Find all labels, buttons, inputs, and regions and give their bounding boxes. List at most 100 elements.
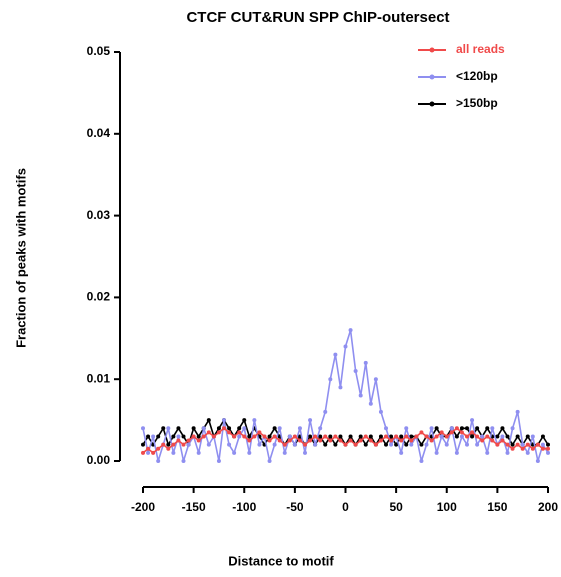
point bbox=[540, 446, 545, 451]
point bbox=[176, 438, 181, 443]
point bbox=[272, 442, 277, 447]
point bbox=[449, 426, 454, 431]
point bbox=[399, 434, 404, 439]
point bbox=[166, 446, 171, 451]
point bbox=[459, 426, 464, 431]
point bbox=[535, 459, 540, 463]
point bbox=[530, 446, 535, 451]
point bbox=[222, 426, 226, 431]
point bbox=[470, 430, 475, 435]
point bbox=[378, 438, 383, 443]
point bbox=[272, 434, 277, 439]
point bbox=[465, 434, 469, 439]
point bbox=[161, 442, 166, 447]
y-axis-title: Fraction of peaks with motifs bbox=[13, 168, 28, 348]
x-tick-label: 100 bbox=[437, 500, 457, 514]
point bbox=[201, 434, 206, 439]
point bbox=[161, 426, 166, 431]
point bbox=[525, 442, 530, 447]
point bbox=[465, 442, 469, 447]
point bbox=[475, 434, 480, 439]
point bbox=[166, 442, 171, 447]
point bbox=[216, 459, 221, 463]
point bbox=[227, 430, 232, 435]
point bbox=[318, 434, 323, 439]
point bbox=[156, 434, 161, 439]
point bbox=[515, 442, 520, 447]
point bbox=[308, 438, 313, 443]
point bbox=[318, 426, 323, 431]
point bbox=[247, 438, 252, 443]
point bbox=[196, 450, 201, 455]
chart-title: CTCF CUT&RUN SPP ChIP-outersect bbox=[186, 9, 449, 26]
point bbox=[495, 434, 500, 439]
legend-label: >150bp bbox=[456, 96, 498, 110]
point bbox=[520, 442, 525, 447]
point bbox=[338, 434, 343, 439]
point bbox=[470, 434, 475, 439]
point bbox=[348, 438, 353, 443]
point bbox=[242, 426, 247, 431]
point bbox=[490, 426, 495, 431]
point bbox=[409, 438, 414, 443]
point bbox=[343, 442, 348, 447]
point bbox=[292, 442, 297, 447]
point bbox=[368, 434, 373, 439]
point bbox=[308, 434, 313, 439]
y-tick-label: 0.01 bbox=[87, 371, 111, 385]
point bbox=[424, 442, 429, 447]
point bbox=[171, 434, 176, 439]
point bbox=[429, 438, 434, 443]
point bbox=[176, 426, 181, 431]
point bbox=[434, 426, 439, 431]
x-tick-label: -200 bbox=[131, 500, 155, 514]
point bbox=[348, 328, 353, 333]
point bbox=[358, 438, 363, 443]
point bbox=[373, 442, 378, 447]
point bbox=[141, 442, 145, 447]
point bbox=[186, 438, 191, 443]
legend-marker bbox=[429, 47, 435, 53]
point bbox=[176, 434, 181, 439]
point bbox=[444, 434, 449, 439]
x-axis-title: Distance to motif bbox=[228, 553, 334, 568]
point bbox=[146, 434, 151, 439]
point bbox=[404, 442, 409, 447]
point bbox=[333, 352, 338, 357]
series-line bbox=[142, 329, 549, 462]
point bbox=[475, 426, 480, 431]
point bbox=[141, 426, 145, 431]
y-tick-label: 0.03 bbox=[87, 208, 111, 222]
point bbox=[201, 426, 206, 431]
point bbox=[373, 377, 378, 382]
point bbox=[216, 426, 221, 431]
point bbox=[480, 438, 485, 443]
point bbox=[404, 434, 409, 439]
point bbox=[191, 426, 196, 431]
point bbox=[272, 426, 277, 431]
point bbox=[505, 450, 510, 455]
point bbox=[384, 434, 388, 439]
x-tick-label: 150 bbox=[487, 500, 507, 514]
point bbox=[500, 426, 505, 431]
point bbox=[227, 426, 232, 431]
point bbox=[166, 426, 171, 431]
point bbox=[480, 434, 485, 439]
point bbox=[257, 442, 262, 447]
point bbox=[308, 418, 313, 423]
point bbox=[237, 426, 242, 431]
point bbox=[353, 369, 358, 374]
point bbox=[323, 434, 328, 439]
point bbox=[318, 438, 323, 443]
point bbox=[242, 434, 247, 439]
point bbox=[495, 442, 500, 447]
point bbox=[348, 434, 353, 439]
point bbox=[434, 434, 439, 439]
point bbox=[262, 434, 267, 439]
point bbox=[303, 450, 307, 455]
point bbox=[449, 430, 454, 435]
point bbox=[414, 434, 419, 439]
point bbox=[515, 409, 520, 414]
y-tick-label: 0.04 bbox=[87, 126, 111, 140]
point bbox=[546, 446, 550, 451]
